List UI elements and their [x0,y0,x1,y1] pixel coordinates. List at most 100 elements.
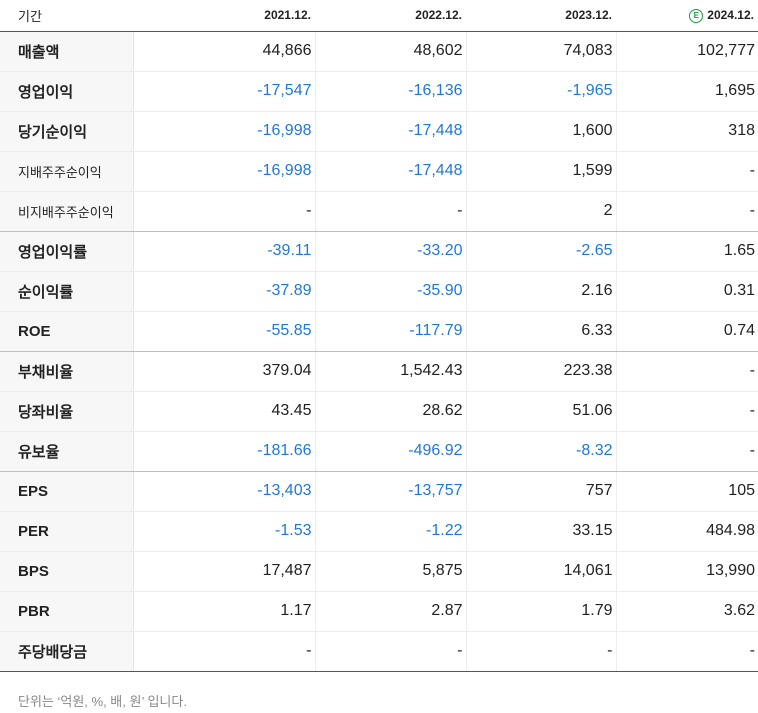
value-cell: - [132,631,315,672]
table-row: 주당배당금 - - - - [0,631,758,672]
value-cell: -37.89 [132,271,315,312]
value-cell: 2.87 [314,591,466,632]
value-cell: 757 [465,471,616,512]
table-body: 매출액 44,866 48,602 74,083 102,777 영업이익 -17,547-… [0,31,758,672]
period-header: 기간 [0,0,133,32]
value-cell: 0.31 [615,271,758,312]
table-row: 비지배주주순이익 - -2- [0,191,758,232]
value-cell: - [615,431,758,472]
column-header: 2023.12. [466,0,616,32]
value-cell: 33.15 [465,511,616,552]
value-cell: 1,599 [465,151,616,192]
value-cell: 48,602 [314,31,466,72]
row-label: 영업이익률 [0,231,134,272]
table-row: 유보율 -181.66 -496.92 -8.32- [0,431,758,472]
value-cell: - [615,151,758,192]
value-cell: 13,990 [615,551,758,592]
value-cell: 51.06 [465,391,616,432]
table-row: 지배주주순이익 -16,998 -17,448 1,599- [0,151,758,192]
value-cell: 1.79 [465,591,616,632]
value-cell: -1,965 [465,71,616,112]
financial-table: 기간 2021.12. 2022.12. 2023.12. E 2024.12. … [0,0,758,672]
table-row: PBR 1.17 2.87 1.79 3.62 [0,591,758,632]
table-row: 부채비율 379.04 1,542.43 223.38- [0,351,758,392]
table-row: 영업이익 -17,547 -16,136 -1,965 1,695 [0,71,758,112]
value-cell: 102,777 [615,31,758,72]
row-label: 유보율 [0,431,134,472]
table-row: 당기순이익 -16,998 -17,448 1,600 318 [0,111,758,152]
value-cell: 379.04 [132,351,315,392]
value-cell: - [314,631,466,672]
value-cell: -16,998 [132,111,315,152]
table-row: EPS -13,403 -13,757 757 105 [0,471,758,512]
row-label: PER [0,511,134,552]
value-cell: 17,487 [132,551,315,592]
row-label: 비지배주주순이익 [0,191,134,232]
table-row: 매출액 44,866 48,602 74,083 102,777 [0,31,758,72]
column-header-label: 2024.12. [707,7,754,22]
row-label: PBR [0,591,134,632]
value-cell: 318 [615,111,758,152]
value-cell: -13,757 [314,471,466,512]
value-cell: -117.79 [314,311,466,352]
column-header-estimate: E 2024.12. [616,0,758,32]
row-label: 당기순이익 [0,111,134,152]
value-cell: -13,403 [132,471,315,512]
row-label: 지배주주순이익 [0,151,134,192]
value-cell: -17,448 [314,111,466,152]
row-label: 부채비율 [0,351,134,392]
value-cell: - [615,391,758,432]
value-cell: -181.66 [132,431,315,472]
value-cell: -33.20 [314,231,466,272]
value-cell: 1,542.43 [314,351,466,392]
value-cell: -16,136 [314,71,466,112]
row-label: 매출액 [0,31,134,72]
estimate-icon: E [689,8,704,23]
row-label: ROE [0,311,134,352]
value-cell: - [615,631,758,672]
value-cell: 28.62 [314,391,466,432]
table-row: 당좌비율 43.45 28.62 51.06- [0,391,758,432]
value-cell: - [132,191,315,232]
value-cell: - [615,351,758,392]
row-label: EPS [0,471,134,512]
value-cell: 105 [615,471,758,512]
table-row: PER -1.53 -1.22 33.15 484.98 [0,511,758,552]
row-label: 주당배당금 [0,631,134,672]
value-cell: 1.65 [615,231,758,272]
value-cell: -35.90 [314,271,466,312]
value-cell: -16,998 [132,151,315,192]
value-cell: 44,866 [132,31,315,72]
value-cell: 14,061 [465,551,616,592]
row-label: 순이익률 [0,271,134,312]
value-cell: -496.92 [314,431,466,472]
value-cell: -55.85 [132,311,315,352]
table-header-row: 기간 2021.12. 2022.12. 2023.12. E 2024.12. [0,0,758,32]
value-cell: - [465,631,616,672]
unit-footnote: 단위는 ‘억원, %, 배, 원’ 입니다. [18,693,187,709]
value-cell: 5,875 [314,551,466,592]
value-cell: - [314,191,466,232]
table-row: BPS 17,487 5,875 14,061 13,990 [0,551,758,592]
value-cell: 1,600 [465,111,616,152]
value-cell: -1.53 [132,511,315,552]
value-cell: 74,083 [465,31,616,72]
value-cell: 2 [465,191,616,232]
table-row: 영업이익률 -39.11 -33.20 -2.65 1.65 [0,231,758,272]
table-row: ROE -55.85 -117.79 6.33 0.74 [0,311,758,352]
value-cell: 6.33 [465,311,616,352]
column-header: 2021.12. [133,0,315,32]
value-cell: 0.74 [615,311,758,352]
value-cell: -8.32 [465,431,616,472]
value-cell: -17,448 [314,151,466,192]
value-cell: 3.62 [615,591,758,632]
value-cell: 43.45 [132,391,315,432]
value-cell: 223.38 [465,351,616,392]
value-cell: -2.65 [465,231,616,272]
table-row: 순이익률 -37.89 -35.90 2.16 0.31 [0,271,758,312]
value-cell: 1.17 [132,591,315,632]
row-label: 영업이익 [0,71,134,112]
value-cell: 484.98 [615,511,758,552]
value-cell: 2.16 [465,271,616,312]
column-header: 2022.12. [315,0,466,32]
